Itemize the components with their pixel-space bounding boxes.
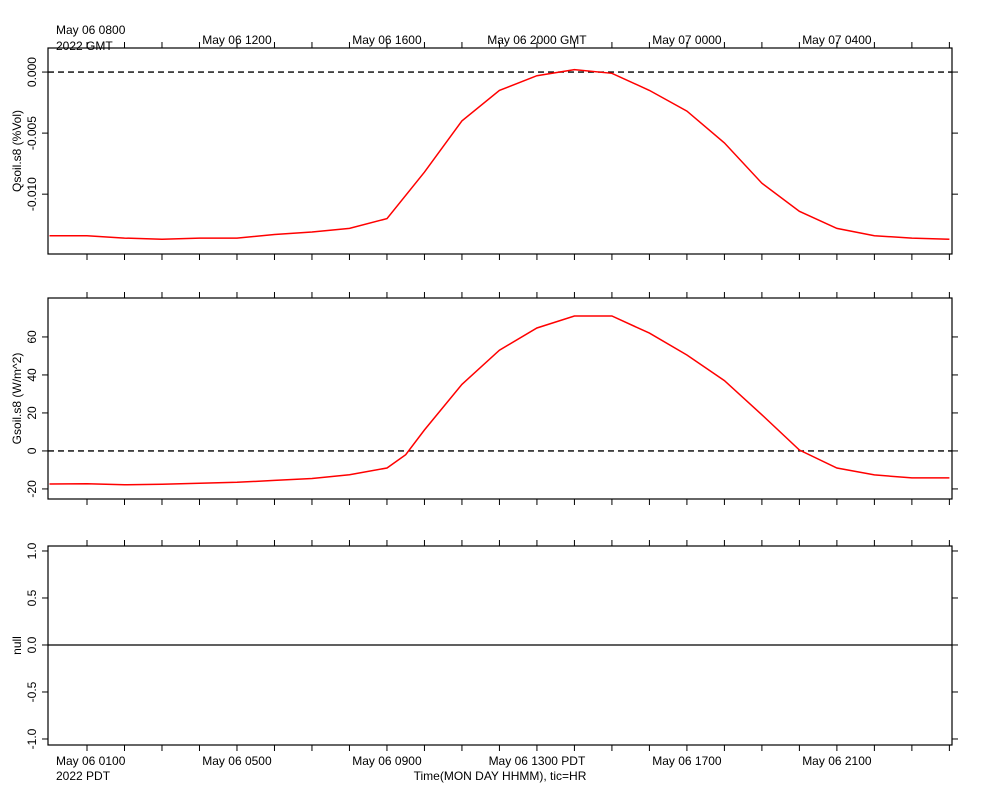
x-note: 2022 GMT bbox=[56, 39, 113, 53]
y-tick-label: 1.0 bbox=[25, 542, 39, 559]
x-tick-label: May 06 1600 bbox=[352, 33, 422, 47]
y-tick-label: 0.000 bbox=[25, 57, 39, 87]
x-tick-label: May 06 1700 bbox=[652, 754, 722, 768]
x-axis-label: Time(MON DAY HHMM), tic=HR bbox=[414, 769, 587, 783]
data-line bbox=[49, 315, 950, 486]
x-tick-label: May 06 1200 bbox=[202, 33, 272, 47]
x-tick-label: May 06 0500 bbox=[202, 754, 272, 768]
y-tick-label: 60 bbox=[25, 330, 39, 344]
x-tick-label: May 06 0900 bbox=[352, 754, 422, 768]
plot-frame bbox=[47, 297, 953, 500]
y-tick-label: -1.0 bbox=[25, 728, 39, 749]
x-tick-label: May 07 0400 bbox=[802, 33, 872, 47]
x-tick-label: May 07 0000 bbox=[652, 33, 722, 47]
y-axis-label: null bbox=[10, 636, 24, 655]
x-tick-label: May 06 0100 bbox=[56, 754, 126, 768]
y-tick-label: 0.5 bbox=[25, 589, 39, 606]
x-tick-label: May 06 0800 bbox=[56, 23, 126, 37]
y-tick-label: -20 bbox=[25, 480, 39, 498]
data-line bbox=[49, 68, 950, 241]
plot-frame bbox=[47, 47, 953, 255]
x-note: 2022 PDT bbox=[56, 769, 111, 783]
x-tick-label: May 06 2100 bbox=[802, 754, 872, 768]
y-tick-label: 20 bbox=[25, 406, 39, 420]
y-tick-label: -0.5 bbox=[25, 681, 39, 702]
y-axis-label: Qsoil.s8 (%Vol) bbox=[10, 110, 24, 192]
y-tick-label: -0.010 bbox=[25, 177, 39, 211]
y-tick-label: -0.005 bbox=[25, 116, 39, 150]
x-tick-label: May 06 2000 GMT bbox=[487, 33, 587, 47]
x-tick-label: May 06 1300 PDT bbox=[489, 754, 586, 768]
y-tick-label: 0 bbox=[25, 447, 39, 454]
y-tick-label: 40 bbox=[25, 368, 39, 382]
y-axis-label: Gsoil.s8 (W/m^2) bbox=[10, 353, 24, 445]
y-tick-label: 0.0 bbox=[25, 636, 39, 653]
